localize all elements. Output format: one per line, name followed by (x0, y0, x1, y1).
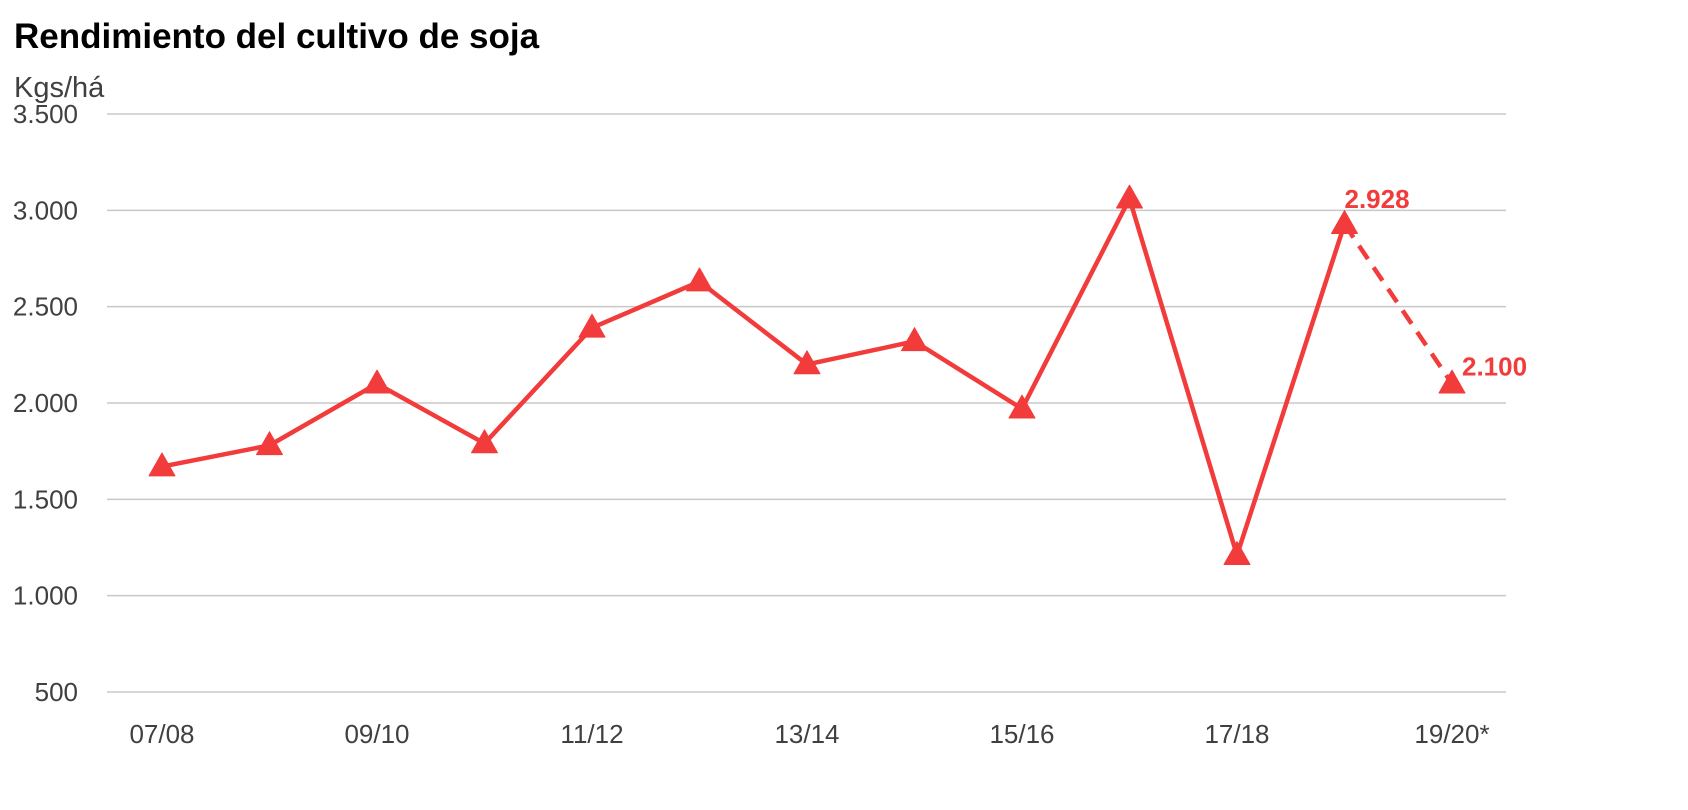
data-point-marker (686, 267, 713, 292)
y-tick-label: 2.500 (13, 292, 78, 322)
y-tick-label: 3.500 (13, 99, 78, 129)
y-tick-label: 1.500 (13, 484, 78, 514)
data-point-marker (1331, 210, 1358, 234)
data-point-marker (148, 452, 176, 477)
x-tick-label: 17/18 (1204, 719, 1269, 749)
data-point-marker (1116, 184, 1143, 209)
y-tick-label: 3.000 (13, 195, 78, 225)
series-line-solid (159, 196, 1347, 558)
series-line (159, 196, 1454, 558)
y-tick-label: 1.000 (13, 581, 78, 611)
data-label: 2.100 (1462, 352, 1527, 382)
data-labels: 2.928 2.100 (1345, 184, 1528, 382)
data-point-marker (256, 431, 283, 456)
x-tick-label: 19/20* (1414, 719, 1489, 749)
x-tick-label: 07/08 (129, 719, 194, 749)
data-point-marker (901, 327, 928, 352)
data-point-marker (471, 429, 498, 454)
data-point-marker (363, 369, 391, 394)
chart-title: Rendimiento del cultivo de soja (14, 17, 540, 56)
data-point-marker (1008, 394, 1036, 419)
x-tick-label: 11/12 (560, 719, 623, 749)
y-tick-labels: 500 1.000 1.500 2.000 2.500 3.000 3.500 (13, 99, 78, 707)
series-markers (148, 184, 1466, 565)
x-tick-label: 09/10 (344, 719, 409, 749)
data-label: 2.928 (1345, 184, 1410, 214)
data-point-marker (578, 313, 606, 338)
series-line-projected (1342, 222, 1454, 385)
y-tick-label: 500 (35, 677, 78, 707)
data-point-marker (793, 350, 821, 375)
gridlines (107, 113, 1506, 693)
y-axis-unit: Kgs/há (14, 72, 105, 104)
data-point-marker (1438, 369, 1466, 394)
x-tick-labels: 07/08 09/10 11/12 13/14 15/16 17/18 19/20* (129, 719, 1489, 749)
data-point-marker (1223, 541, 1251, 565)
x-tick-label: 13/14 (774, 719, 839, 749)
x-tick-label: 15/16 (989, 719, 1054, 749)
y-tick-label: 2.000 (13, 388, 78, 418)
